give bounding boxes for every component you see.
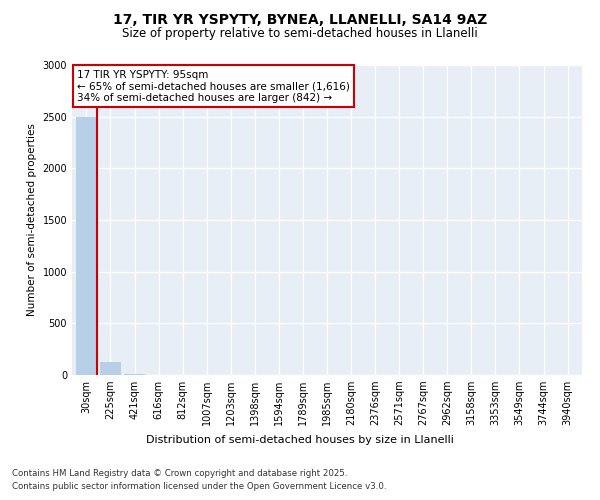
- Bar: [124, 374, 145, 375]
- Bar: [76, 116, 97, 375]
- Text: 17 TIR YR YSPYTY: 95sqm
← 65% of semi-detached houses are smaller (1,616)
34% of: 17 TIR YR YSPYTY: 95sqm ← 65% of semi-de…: [77, 70, 350, 103]
- Text: Size of property relative to semi-detached houses in Llanelli: Size of property relative to semi-detach…: [122, 28, 478, 40]
- Text: Contains HM Land Registry data © Crown copyright and database right 2025.: Contains HM Land Registry data © Crown c…: [12, 468, 347, 477]
- Text: 17, TIR YR YSPYTY, BYNEA, LLANELLI, SA14 9AZ: 17, TIR YR YSPYTY, BYNEA, LLANELLI, SA14…: [113, 12, 487, 26]
- Bar: [100, 362, 121, 375]
- Text: Distribution of semi-detached houses by size in Llanelli: Distribution of semi-detached houses by …: [146, 435, 454, 445]
- Y-axis label: Number of semi-detached properties: Number of semi-detached properties: [27, 124, 37, 316]
- Text: Contains public sector information licensed under the Open Government Licence v3: Contains public sector information licen…: [12, 482, 386, 491]
